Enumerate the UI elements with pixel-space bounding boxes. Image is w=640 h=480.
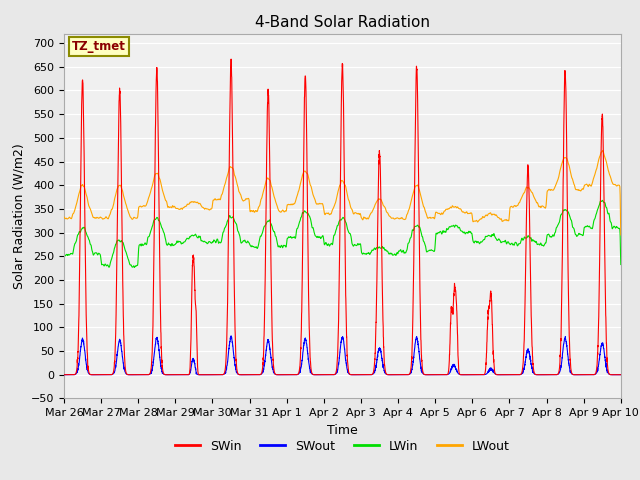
LWin [131,264,138,270]
LWout [467,210,475,216]
LWout [599,148,607,154]
SWin [499,372,507,378]
Line: LWin: LWin [64,200,621,267]
SWout [60,372,68,378]
LWin [499,239,507,244]
SWout [617,372,625,378]
LWout [60,214,68,220]
LWout [499,218,506,224]
LWin [616,238,624,243]
SWout [436,372,444,378]
LWout [616,192,624,198]
SWin [616,372,624,378]
X-axis label: Time: Time [327,424,358,437]
LWin [161,230,168,236]
SWin [322,372,330,378]
SWin [436,372,444,378]
SWout [499,372,507,378]
LWout [322,211,330,216]
SWin [160,371,168,377]
Legend: SWin, SWout, LWin, LWout: SWin, SWout, LWin, LWout [170,435,515,458]
SWout [227,333,235,339]
SWin [617,372,625,378]
Line: SWout: SWout [64,336,621,375]
SWout [616,372,624,378]
LWin [436,228,444,234]
LWin [598,197,606,203]
Line: LWout: LWout [64,151,621,235]
Text: TZ_tmet: TZ_tmet [72,40,126,53]
Line: SWin: SWin [64,59,621,375]
LWout [436,211,444,217]
SWin [227,56,235,62]
SWout [322,372,330,378]
LWin [322,240,330,245]
SWin [467,372,475,378]
LWout [160,193,168,199]
SWout [160,372,168,377]
LWin [467,230,475,236]
LWin [60,251,68,256]
Y-axis label: Solar Radiation (W/m2): Solar Radiation (W/m2) [12,143,26,289]
SWin [60,372,68,378]
SWout [467,372,475,378]
LWout [617,232,625,238]
Title: 4-Band Solar Radiation: 4-Band Solar Radiation [255,15,430,30]
LWin [617,262,625,267]
